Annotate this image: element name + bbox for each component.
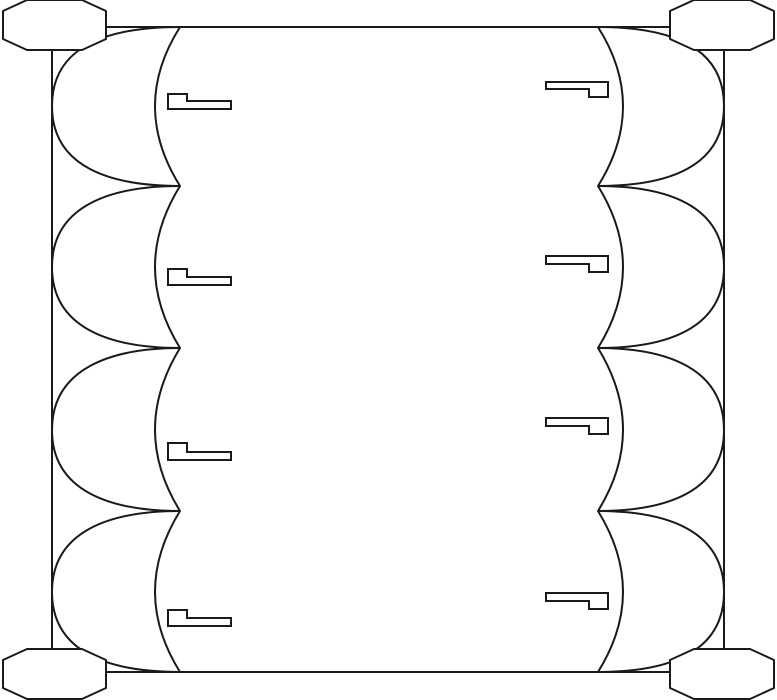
- right-scallop-row-4: [597, 510, 725, 673]
- right-scallop-row-1: [597, 26, 725, 187]
- left-marker-row-1: [167, 93, 232, 110]
- left-marker-row-3: [167, 442, 232, 461]
- right-scallop-column: [597, 26, 725, 673]
- right-marker-column: [545, 81, 609, 610]
- left-scallop-row-1: [51, 26, 181, 187]
- hexagon-top-left: [2, 0, 107, 51]
- left-marker-row-4: [167, 609, 232, 627]
- right-marker-row-3: [545, 417, 609, 435]
- left-marker-column: [167, 93, 232, 627]
- right-marker-row-2: [545, 255, 609, 273]
- left-scallop-row-3: [51, 347, 181, 512]
- left-marker-row-2: [167, 268, 232, 286]
- hexagon-top-right: [669, 0, 775, 51]
- right-marker-row-4: [545, 592, 609, 610]
- left-scallop-row-2: [51, 185, 181, 349]
- left-scallop-row-4: [51, 510, 181, 673]
- right-marker-row-1: [545, 81, 609, 98]
- left-scallop-column: [51, 26, 181, 673]
- right-scallop-row-2: [597, 185, 725, 349]
- hexagon-bottom-left: [2, 648, 107, 700]
- right-scallop-row-3: [597, 347, 725, 512]
- hexagon-bottom-right: [669, 648, 775, 700]
